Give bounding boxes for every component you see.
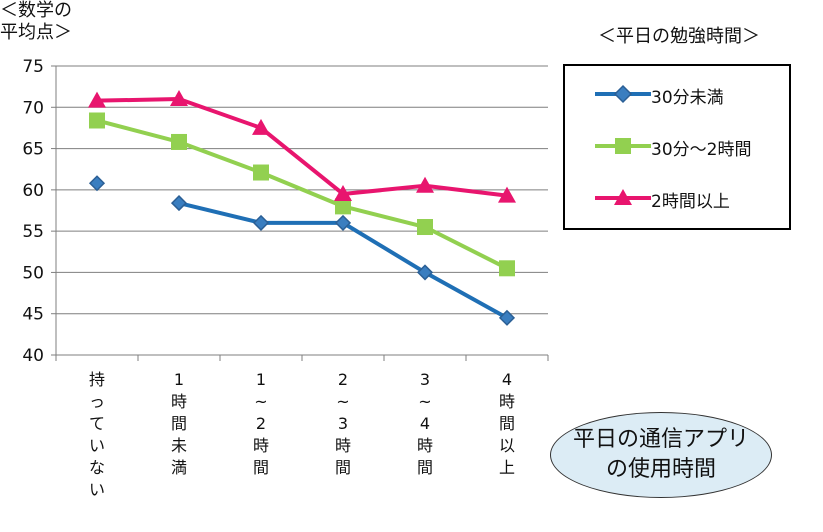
point-s1-2 — [252, 214, 270, 231]
x-tick-label-2-2: 2 — [256, 414, 266, 433]
y-tick-label-45: 45 — [22, 305, 44, 325]
point-s2-4 — [417, 219, 433, 236]
x-tick-label-5-1: 時 — [499, 392, 515, 411]
y-tick-label-40: 40 — [22, 346, 44, 366]
y-tick-label-60: 60 — [22, 181, 44, 201]
point-s3-0 — [88, 91, 106, 108]
point-s1-1 — [170, 195, 188, 212]
legend-swatch-diamond — [595, 84, 651, 104]
usage-time-note-line-1: 平日の通信アプリ — [572, 427, 749, 452]
x-tick-label-2-3: 時 — [253, 436, 269, 455]
x-tick-label-3-2: 3 — [338, 414, 348, 433]
point-s3-5 — [498, 186, 516, 203]
y-tick-label-75: 75 — [22, 57, 44, 77]
point-s2-0 — [89, 112, 105, 129]
x-tick-label-1-3: 未 — [171, 436, 187, 455]
x-tick-label-0-4: な — [89, 458, 105, 477]
x-tick-label-5-3: 以 — [499, 436, 515, 455]
x-tick-label-2-1: ~ — [254, 392, 267, 411]
legend-label-s1: 30分未満 — [651, 88, 724, 108]
x-tick-label-5-0: 4 — [502, 370, 512, 389]
series-line-2 — [96, 118, 508, 271]
point-s2-3 — [335, 198, 351, 215]
legend-label-s2: 30分～2時間 — [651, 140, 752, 160]
x-tick-label-1-2: 間 — [171, 414, 187, 433]
point-s3-4 — [416, 176, 434, 193]
usage-time-note: 平日の通信アプリ の使用時間 — [550, 412, 772, 498]
legend-swatch-triangle — [595, 189, 651, 205]
x-tick-label-4-0: 3 — [420, 370, 430, 389]
point-s2-5 — [499, 260, 515, 277]
x-tick-label-3-3: 時 — [335, 436, 351, 455]
point-s3-3 — [334, 184, 352, 201]
point-s1-3 — [334, 214, 352, 231]
y-tick-label-50: 50 — [22, 263, 44, 283]
x-tick-label-2-0: 1 — [256, 370, 266, 389]
x-tick-label-0-2: て — [89, 414, 105, 433]
y-tick-label-65: 65 — [22, 140, 44, 160]
y-axis-title-line-1: ＜数学の — [0, 0, 72, 21]
legend-swatch-square — [595, 138, 651, 154]
x-tick-label-0-5: い — [89, 480, 105, 499]
y-tick-label-70: 70 — [22, 98, 44, 118]
x-tick-label-1-1: 時 — [171, 392, 187, 411]
x-tick-label-0-1: っ — [89, 392, 105, 411]
x-tick-label-4-2: 4 — [420, 414, 430, 433]
x-tick-label-3-1: ~ — [336, 392, 349, 411]
usage-time-note-line-2: の使用時間 — [605, 457, 716, 482]
x-tick-label-4-4: 間 — [417, 458, 433, 477]
point-s1-0 — [88, 175, 106, 192]
x-tick-label-4-3: 時 — [417, 436, 433, 455]
x-tick-label-1-0: 1 — [174, 370, 184, 389]
x-tick-label-0-3: い — [89, 436, 105, 455]
y-tick-label-55: 55 — [22, 222, 44, 242]
x-tick-label-3-4: 間 — [335, 458, 351, 477]
point-s2-1 — [171, 133, 187, 150]
x-tick-label-4-1: ~ — [418, 392, 431, 411]
series-line-3 — [96, 97, 508, 198]
legend: 30分未満 30分～2時間 2時間以上 — [563, 64, 791, 230]
legend-item-s3: 2時間以上 — [565, 184, 789, 212]
point-s3-1 — [170, 90, 188, 107]
y-axis-title-line-2: 平均点＞ — [0, 22, 72, 43]
point-s1-5 — [498, 309, 516, 326]
x-tick-label-3-0: 2 — [338, 370, 348, 389]
x-tick-label-1-4: 満 — [171, 458, 187, 477]
point-s3-2 — [252, 118, 270, 135]
legend-title: ＜平日の勉強時間＞ — [598, 26, 760, 47]
x-tick-label-5-2: 間 — [499, 414, 515, 433]
x-tick-label-0-0: 持 — [89, 370, 105, 389]
point-s1-4 — [416, 264, 434, 281]
y-axis-title: ＜数学の 平均点＞ — [0, 0, 72, 44]
legend-label-s3: 2時間以上 — [651, 192, 730, 212]
x-tick-label-5-4: 上 — [499, 458, 515, 477]
x-tick-label-2-4: 間 — [253, 458, 269, 477]
legend-item-s1: 30分未満 — [565, 80, 789, 108]
point-s2-2 — [253, 164, 269, 181]
legend-item-s2: 30分～2時間 — [565, 132, 789, 160]
